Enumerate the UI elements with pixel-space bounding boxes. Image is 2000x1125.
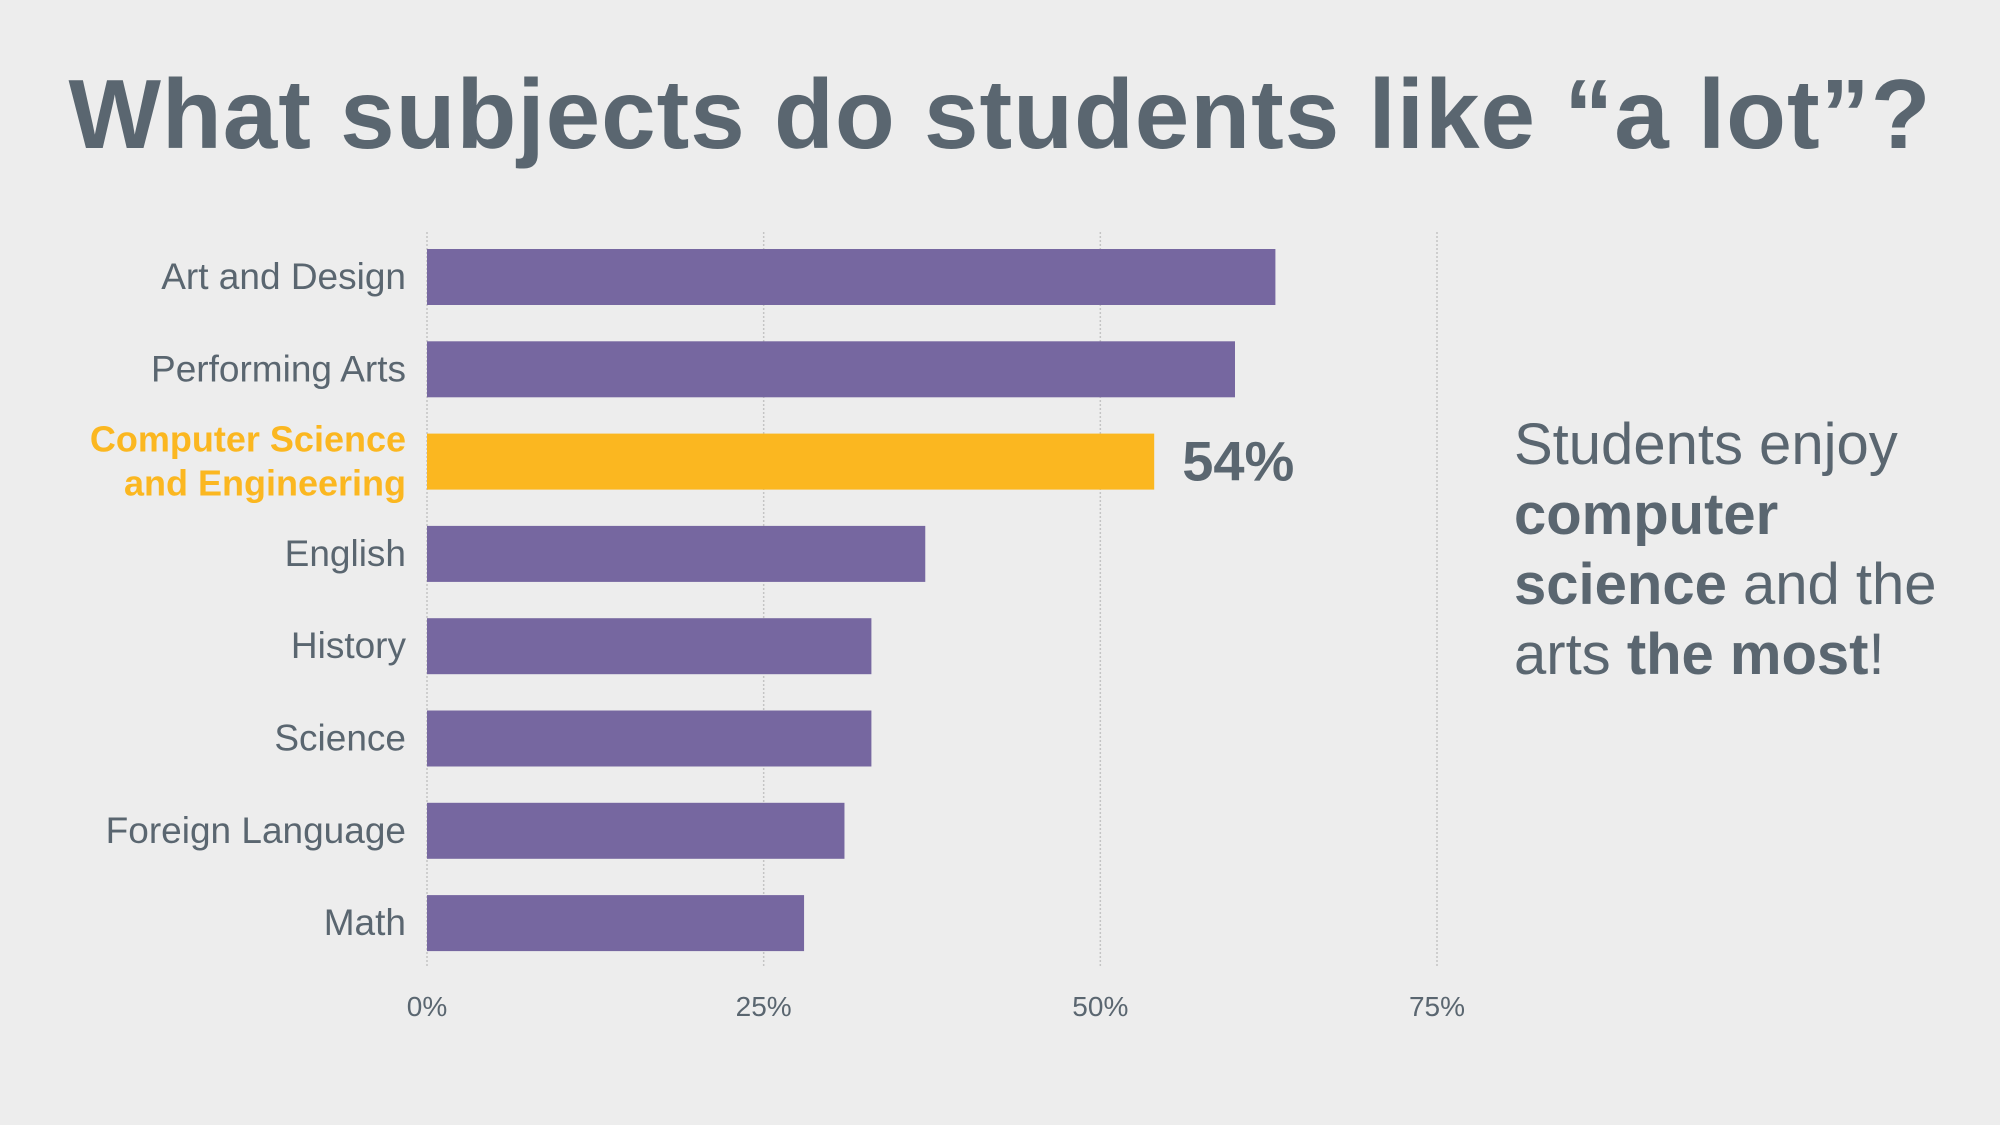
bar-math: [427, 895, 805, 952]
data-label: 54%: [1182, 430, 1294, 493]
bar-science: [427, 710, 872, 767]
category-label: Performing Arts: [151, 348, 406, 389]
x-tick-label: 25%: [736, 991, 792, 1022]
category-label: History: [291, 625, 407, 666]
bar-computer-science-and-engineering: [427, 433, 1155, 490]
bar-performing-arts: [427, 341, 1235, 398]
bar-foreign-language: [427, 802, 845, 859]
bar-english: [427, 525, 926, 582]
category-label: Foreign Language: [106, 810, 406, 851]
category-label: English: [285, 533, 406, 574]
callout-segment: and the arts: [1514, 552, 1937, 687]
x-tick-label: 75%: [1409, 991, 1465, 1022]
category-label: Computer Science: [90, 419, 406, 460]
category-label: Science: [274, 718, 406, 759]
callout-segment: !: [1868, 622, 1885, 687]
callout-emphasis: the most: [1626, 622, 1869, 687]
callout-emphasis: computer science: [1514, 482, 1779, 617]
category-label: Art and Design: [161, 256, 406, 297]
category-label: Math: [324, 902, 406, 943]
chart-title: What subjects do students like “a lot”?: [68, 59, 1932, 169]
callout-text: Students enjoy computer science and the …: [1514, 410, 1974, 690]
bar-history: [427, 618, 872, 675]
x-tick-label: 0%: [407, 991, 447, 1022]
x-tick-label: 50%: [1072, 991, 1128, 1022]
callout-segment: Students enjoy: [1514, 412, 1898, 477]
bar-art-and-design: [427, 249, 1276, 305]
category-label: and Engineering: [124, 463, 406, 504]
